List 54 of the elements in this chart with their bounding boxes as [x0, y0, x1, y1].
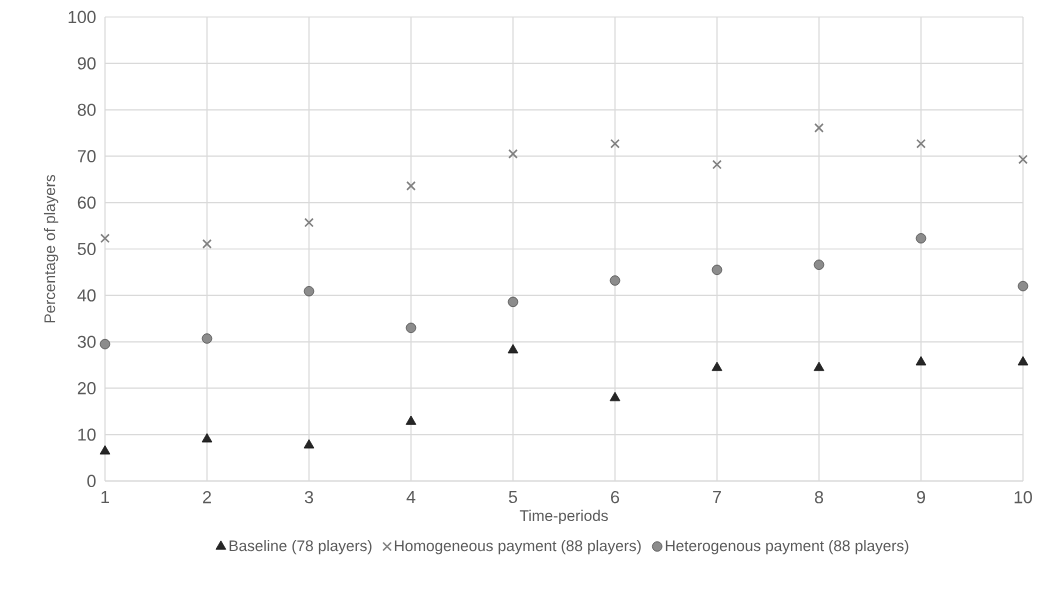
y-tick-label: 90 [77, 57, 96, 70]
point [405, 415, 417, 425]
point [1018, 154, 1028, 165]
point [507, 296, 519, 308]
point [610, 138, 620, 149]
legend-label: Homogeneous payment (88 players) [394, 539, 641, 555]
point [814, 123, 824, 133]
y-tick-label: 60 [77, 196, 96, 209]
y-tick-label: 20 [77, 382, 96, 395]
point [202, 239, 212, 249]
point [609, 275, 621, 286]
point [201, 433, 213, 443]
y-tick-label: 100 [68, 10, 96, 24]
x-tick-label: 10 [1014, 491, 1032, 504]
point [915, 233, 927, 244]
point [712, 159, 722, 170]
legend-label: Heterogenous payment (88 players) [665, 539, 909, 555]
x-tick-label: 1 [101, 491, 109, 503]
y-tick-label: 80 [77, 103, 96, 116]
x-tick-label: 5 [508, 491, 518, 504]
point [99, 338, 111, 350]
y-tick-label: 10 [78, 428, 96, 441]
legend-label: Baseline (78 players) [229, 539, 372, 555]
x-tick-label: 4 [406, 491, 416, 503]
point [303, 286, 315, 297]
point [406, 181, 416, 191]
point [915, 356, 927, 366]
x-tick-label: 3 [304, 491, 314, 504]
point [711, 361, 723, 371]
point [405, 322, 417, 334]
point [711, 264, 723, 276]
y-tick-label: 70 [77, 150, 96, 163]
x-axis-title: Time-periods [519, 509, 608, 525]
x-tick-label: 8 [814, 491, 824, 504]
point [201, 333, 213, 344]
point [813, 259, 825, 270]
point [100, 233, 110, 244]
y-tick-label: 40 [77, 289, 96, 302]
y-tick-label: 0 [87, 474, 96, 488]
y-tick-label: 50 [77, 242, 96, 256]
y-axis-title: Percentage of players [43, 175, 59, 323]
point [507, 344, 519, 354]
x-tick-label: 9 [917, 491, 926, 504]
x-tick-label: 6 [611, 491, 620, 504]
x-tick-label: 7 [713, 491, 721, 503]
point [304, 217, 314, 228]
y-tick-label: 30 [77, 335, 96, 348]
point [508, 149, 518, 159]
point [303, 439, 315, 449]
point [609, 391, 621, 402]
point [813, 361, 825, 371]
point [99, 445, 111, 455]
point [916, 138, 926, 149]
x-tick-label: 2 [203, 491, 211, 504]
